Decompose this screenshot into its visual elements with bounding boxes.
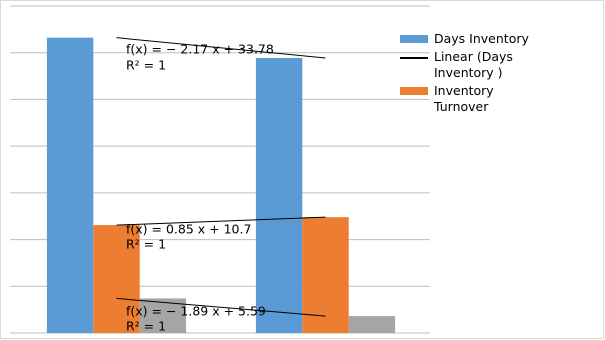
trendline-r-squared: R² = 1: [126, 237, 166, 252]
legend-label: Days Inventory: [434, 31, 529, 46]
bar: [348, 316, 396, 333]
trendline: [116, 216, 326, 226]
trendline-r-squared: R² = 1: [126, 58, 166, 73]
trendline-equation: f(x) = − 1.89 x + 5.59: [126, 304, 266, 319]
legend-item: Days Inventory: [400, 31, 570, 47]
bar: [46, 37, 94, 333]
trendline-equation: f(x) = − 2.17 x + 33.78: [126, 42, 274, 57]
legend-swatch: [400, 35, 428, 43]
legend-swatch: [400, 87, 428, 95]
trendline: [116, 37, 326, 59]
legend-label: Inventory Turnover: [434, 83, 494, 114]
bar: [255, 57, 303, 333]
trendline: [116, 297, 326, 317]
bar: [93, 225, 140, 333]
legend-line: [400, 57, 428, 59]
trendline-equation: f(x) = 0.85 x + 10.7: [126, 222, 251, 237]
legend: Days Inventory Linear (Days Inventory ) In…: [400, 31, 570, 117]
bar: [139, 298, 187, 333]
bar: [302, 217, 349, 333]
legend-label: Linear (Days Inventory ): [434, 49, 513, 80]
trendline-r-squared: R² = 1: [126, 319, 166, 334]
legend-item: Inventory Turnover: [400, 83, 570, 115]
legend-item: Linear (Days Inventory ): [400, 49, 570, 81]
